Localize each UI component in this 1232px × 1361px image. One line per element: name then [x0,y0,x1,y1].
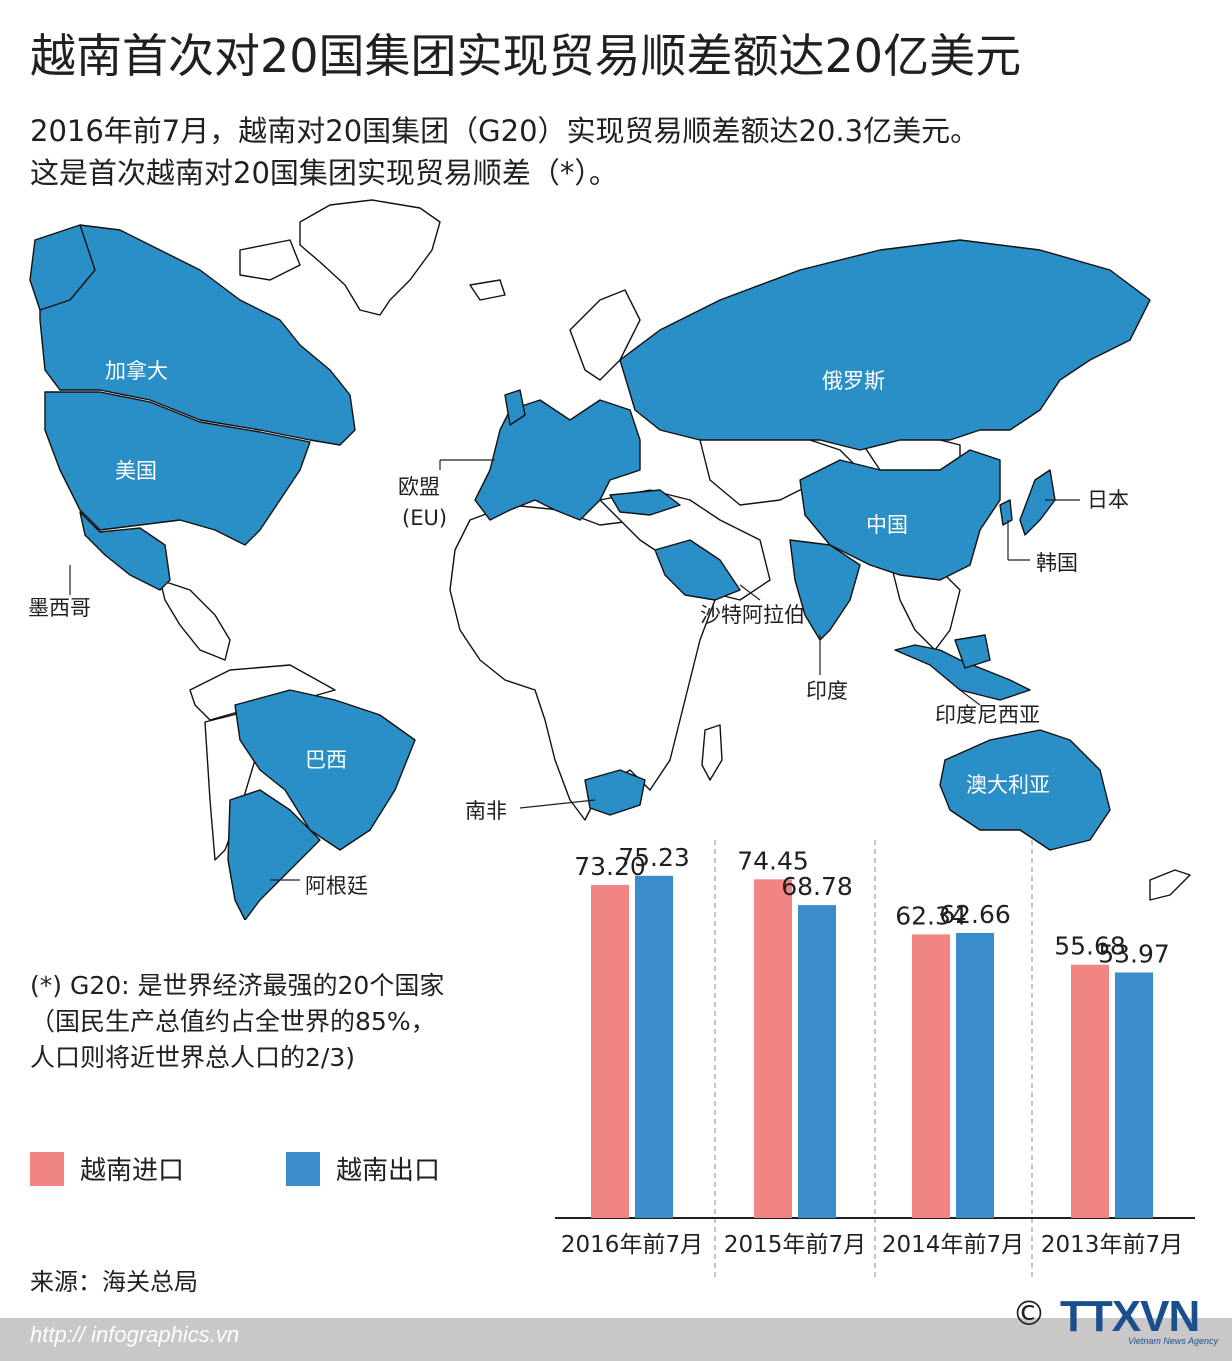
bar-export [635,875,673,1218]
bar-import [912,934,950,1218]
uk-shape [504,389,526,426]
copyright-icon: © [1012,1294,1046,1334]
subtitle-line-2: 这是首次越南对20国集团实现贸易顺差（*）。 [30,156,618,190]
canada-shape [39,224,356,446]
map-label-japan: 日本 [1087,488,1129,512]
data-label-export: 75.23 [618,843,690,872]
usa-shape [44,391,311,546]
legend-item-export: 越南出口 [286,1150,440,1187]
logo-text: TTXVN [1060,1292,1200,1341]
map-g20 [29,224,1151,920]
south-africa-shape [584,769,646,816]
note-line-2: （国民生产总值约占全世界的85%， [30,1007,436,1036]
ttxvn-logo: © TTXVN Vietnam News Agency [1010,1290,1220,1350]
x-tick-label: 2014年前7月 [882,1232,1024,1258]
map-label-india: 印度 [806,679,848,703]
bar-export [956,932,994,1218]
legend-item-import: 越南进口 [30,1150,184,1187]
map-label-argentina: 阿根廷 [305,874,368,898]
map-label-korea: 韩国 [1036,551,1078,575]
g20-note: (*) G20: 是世界经济最强的20个国家 （国民生产总值约占全世界的85%，… [30,968,550,1076]
saudi-arabia-shape [654,539,741,601]
data-label-export: 53.97 [1098,939,1170,968]
alaska-shape [29,224,96,311]
bar-import [1071,964,1109,1218]
mexico-shape [79,511,171,591]
note-line-1: (*) G20: 是世界经济最强的20个国家 [30,971,445,1000]
note-line-3: 人口则将近世界总人口的2/3) [30,1043,355,1072]
data-label-import: 73.20 [574,852,646,881]
data-label-export: 68.78 [781,872,853,901]
japan-shape [1019,469,1056,536]
russia-shape [619,239,1151,451]
brazil-shape [234,689,416,851]
map-label-eu-abbr: (EU) [402,506,447,530]
legend-swatch-import [30,1151,64,1186]
map-label-china: 中国 [866,513,908,537]
x-tick-label: 2013年前7月 [1041,1232,1183,1258]
scandinavia-shape [569,289,641,381]
map-label-australia: 澳大利亚 [966,773,1050,797]
map-labels: 加拿大 美国 墨西哥 欧盟 (EU) 俄罗斯 日本 中国 韩国 沙特阿拉伯 印度… [28,359,1129,898]
legend-label-export: 越南出口 [336,1156,441,1186]
x-tick-label: 2016年前7月 [561,1232,703,1258]
australia-shape [939,729,1111,851]
source-text: 来源：海关总局 [30,1268,198,1296]
turkey-shape [609,489,681,516]
map-label-indonesia: 印度尼西亚 [935,703,1040,727]
bar-export [798,905,836,1218]
legend-swatch-export [286,1151,320,1186]
world-map: 加拿大 美国 墨西哥 欧盟 (EU) 俄罗斯 日本 中国 韩国 沙特阿拉伯 印度… [28,199,1191,920]
new-zealand-shape [1149,869,1191,901]
bar-import [754,879,792,1218]
bar-export [1115,972,1153,1218]
map-label-brazil: 巴西 [305,748,347,772]
data-label-import: 55.68 [1054,932,1126,961]
page-title: 越南首次对20国集团实现贸易顺差额达20亿美元 [30,29,1022,83]
india-shape [789,539,861,641]
arctic-islands-shape [239,239,301,281]
iceland-shape [469,279,506,301]
map-label-saudi: 沙特阿拉伯 [700,603,805,627]
logo-subtext: Vietnam News Agency [1128,1336,1219,1346]
bar-import [591,885,629,1218]
indonesia-shape [894,644,1031,701]
map-leader-lines [69,459,1080,881]
legend-label-import: 越南进口 [80,1156,185,1186]
central-america-shape [159,579,231,661]
map-label-mexico: 墨西哥 [28,596,91,620]
subtitle-line-1: 2016年前7月，越南对20国集团（G20）实现贸易顺差额达20.3亿美元。 [30,114,980,148]
korea-shape [999,499,1013,526]
madagascar-shape [701,724,723,781]
footer-url[interactable]: http:// infographics.vn [30,1322,240,1347]
greenland-shape [299,199,441,316]
map-label-russia: 俄罗斯 [822,369,885,393]
china-shape [799,449,1001,581]
data-label-import: 62.34 [895,901,967,930]
map-label-usa: 美国 [115,459,157,483]
data-label-import: 74.45 [737,846,809,875]
map-label-eu: 欧盟 [398,475,440,499]
data-label-export: 62.66 [939,900,1011,929]
borneo-shape [954,634,991,669]
map-label-canada: 加拿大 [105,359,168,383]
footer-band [0,1318,1232,1361]
subtitle: 2016年前7月，越南对20国集团（G20）实现贸易顺差额达20.3亿美元。 这… [30,110,1210,194]
x-tick-label: 2015年前7月 [724,1232,866,1258]
map-label-south-africa: 南非 [465,799,507,823]
